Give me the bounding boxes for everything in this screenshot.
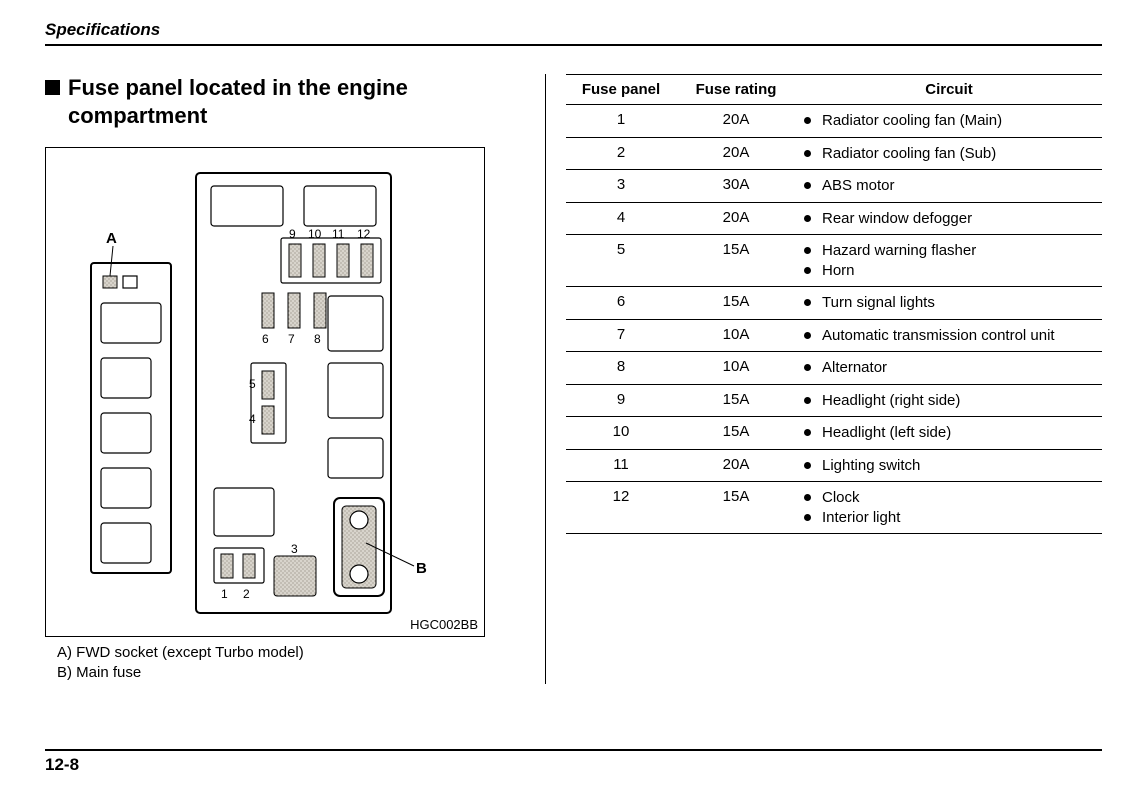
page-header: Specifications (45, 20, 1102, 46)
left-column: Fuse panel located in the engine compart… (45, 74, 545, 684)
right-column: Fuse panel Fuse rating Circuit 120ARadia… (545, 74, 1102, 684)
cell-circuit: ABS motor (796, 170, 1102, 203)
svg-text:4: 4 (249, 412, 256, 426)
cell-fuse-rating: 20A (676, 202, 796, 235)
cell-circuit: Hazard warning flasherHorn (796, 235, 1102, 287)
svg-text:B: B (416, 560, 427, 577)
table-row: 810A Alternator (566, 352, 1102, 385)
circuit-item: Interior light (804, 508, 1098, 528)
svg-text:2: 2 (243, 587, 250, 601)
cell-circuit: Automatic transmission control unit (796, 319, 1102, 352)
table-row: 1215AClockInterior light (566, 482, 1102, 534)
svg-text:9: 9 (289, 227, 296, 241)
circuit-item: Turn signal lights (804, 293, 1098, 313)
table-row: 915A Headlight (right side) (566, 384, 1102, 417)
section-title-text: Fuse panel located in the engine compart… (68, 74, 525, 129)
cell-fuse-number: 3 (566, 170, 676, 203)
cell-fuse-number: 1 (566, 105, 676, 138)
circuit-item: Lighting switch (804, 456, 1098, 476)
page-footer: 12-8 (45, 749, 1102, 775)
table-row: 1120A Lighting switch (566, 449, 1102, 482)
th-fuse-rating: Fuse rating (676, 75, 796, 105)
cell-fuse-number: 10 (566, 417, 676, 450)
cell-circuit: Turn signal lights (796, 287, 1102, 320)
diagram-code: HGC002BB (410, 617, 478, 632)
th-circuit: Circuit (796, 75, 1102, 105)
circuit-item: Radiator cooling fan (Sub) (804, 144, 1098, 164)
cell-fuse-number: 9 (566, 384, 676, 417)
legend-b: B) Main fuse (57, 663, 525, 683)
cell-fuse-number: 8 (566, 352, 676, 385)
circuit-item: Automatic transmission control unit (804, 326, 1098, 346)
cell-circuit: Headlight (right side) (796, 384, 1102, 417)
svg-text:12: 12 (357, 227, 371, 241)
cell-circuit: ClockInterior light (796, 482, 1102, 534)
svg-text:1: 1 (221, 587, 228, 601)
svg-text:A: A (106, 230, 117, 247)
circuit-item: Alternator (804, 358, 1098, 378)
cell-fuse-number: 11 (566, 449, 676, 482)
cell-fuse-rating: 15A (676, 417, 796, 450)
circuit-item: Horn (804, 261, 1098, 281)
cell-fuse-number: 7 (566, 319, 676, 352)
cell-fuse-rating: 20A (676, 137, 796, 170)
table-row: 330A ABS motor (566, 170, 1102, 203)
cell-circuit: Alternator (796, 352, 1102, 385)
circuit-item: Headlight (left side) (804, 423, 1098, 443)
table-row: 1015A Headlight (left side) (566, 417, 1102, 450)
svg-text:5: 5 (249, 377, 256, 391)
svg-text:10: 10 (308, 227, 322, 241)
page-number: 12-8 (45, 755, 79, 774)
legend-a: A) FWD socket (except Turbo model) (57, 643, 525, 663)
cell-fuse-rating: 15A (676, 384, 796, 417)
cell-fuse-rating: 10A (676, 352, 796, 385)
table-header-row: Fuse panel Fuse rating Circuit (566, 75, 1102, 105)
fuse-col-left: 5 4 (249, 363, 286, 443)
svg-text:11: 11 (332, 227, 345, 241)
cell-fuse-rating: 20A (676, 449, 796, 482)
table-row: 420A Rear window defogger (566, 202, 1102, 235)
cell-fuse-number: 6 (566, 287, 676, 320)
circuit-item: ABS motor (804, 176, 1098, 196)
svg-text:8: 8 (314, 332, 321, 346)
square-bullet-icon (45, 80, 60, 95)
cell-fuse-number: 4 (566, 202, 676, 235)
cell-circuit: Lighting switch (796, 449, 1102, 482)
svg-text:7: 7 (288, 332, 295, 346)
svg-text:3: 3 (291, 542, 298, 556)
table-row: 220A Radiator cooling fan (Sub) (566, 137, 1102, 170)
cell-fuse-rating: 20A (676, 105, 796, 138)
table-row: 615A Turn signal lights (566, 287, 1102, 320)
cell-fuse-number: 12 (566, 482, 676, 534)
cell-fuse-number: 5 (566, 235, 676, 287)
cell-circuit: Radiator cooling fan (Sub) (796, 137, 1102, 170)
table-row: 120A Radiator cooling fan (Main) (566, 105, 1102, 138)
cell-fuse-rating: 15A (676, 235, 796, 287)
circuit-item: Clock (804, 488, 1098, 508)
fuse-diagram: 9 10 11 12 6 7 8 (45, 147, 485, 637)
diagram-legend: A) FWD socket (except Turbo model) B) Ma… (45, 643, 525, 684)
cell-fuse-rating: 30A (676, 170, 796, 203)
cell-circuit: Rear window defogger (796, 202, 1102, 235)
cell-circuit: Radiator cooling fan (Main) (796, 105, 1102, 138)
content-columns: Fuse panel located in the engine compart… (45, 74, 1102, 684)
circuit-item: Hazard warning flasher (804, 241, 1098, 261)
cell-fuse-number: 2 (566, 137, 676, 170)
cell-fuse-rating: 15A (676, 482, 796, 534)
fuse-table: Fuse panel Fuse rating Circuit 120ARadia… (566, 74, 1102, 534)
main-fuse-B (334, 498, 384, 596)
circuit-item: Radiator cooling fan (Main) (804, 111, 1098, 131)
cell-fuse-rating: 10A (676, 319, 796, 352)
cell-circuit: Headlight (left side) (796, 417, 1102, 450)
table-row: 515AHazard warning flasherHorn (566, 235, 1102, 287)
svg-text:6: 6 (262, 332, 269, 346)
circuit-item: Rear window defogger (804, 209, 1098, 229)
circuit-item: Headlight (right side) (804, 391, 1098, 411)
cell-fuse-rating: 15A (676, 287, 796, 320)
section-title: Fuse panel located in the engine compart… (45, 74, 525, 129)
table-row: 710A Automatic transmission control unit (566, 319, 1102, 352)
th-fuse-panel: Fuse panel (566, 75, 676, 105)
